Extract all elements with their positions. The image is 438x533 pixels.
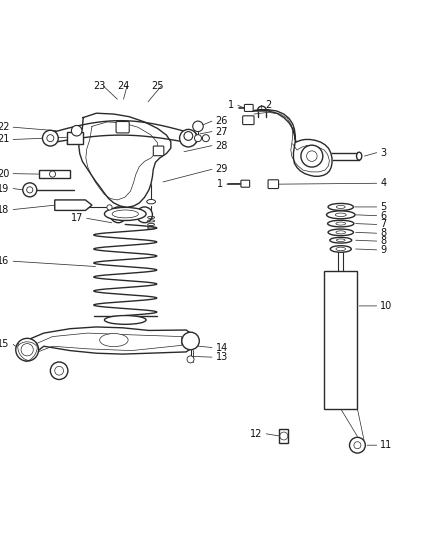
Ellipse shape	[328, 229, 353, 236]
Text: 11: 11	[380, 440, 392, 450]
Text: 1: 1	[217, 179, 223, 189]
Circle shape	[47, 135, 54, 142]
Text: 15: 15	[0, 340, 10, 350]
Text: 29: 29	[215, 164, 228, 174]
Text: 8: 8	[380, 236, 386, 246]
Circle shape	[137, 207, 152, 223]
Circle shape	[180, 130, 197, 147]
Bar	[324, 271, 357, 409]
FancyBboxPatch shape	[153, 146, 164, 156]
Text: 1: 1	[228, 100, 234, 110]
Circle shape	[354, 442, 361, 449]
Text: 8: 8	[380, 228, 386, 238]
Circle shape	[23, 183, 37, 197]
Ellipse shape	[328, 204, 353, 211]
Ellipse shape	[330, 237, 352, 243]
Text: 20: 20	[0, 168, 10, 179]
FancyBboxPatch shape	[241, 180, 250, 187]
Text: 19: 19	[0, 183, 10, 193]
Text: 12: 12	[251, 429, 263, 439]
Text: 3: 3	[380, 148, 386, 158]
Text: 17: 17	[71, 213, 83, 223]
Text: 18: 18	[0, 205, 10, 215]
Ellipse shape	[104, 207, 146, 221]
Circle shape	[49, 171, 56, 177]
Text: 26: 26	[215, 116, 228, 126]
Text: 25: 25	[152, 81, 164, 91]
Circle shape	[182, 332, 199, 350]
Polygon shape	[67, 132, 83, 144]
Ellipse shape	[112, 210, 138, 218]
Text: 16: 16	[0, 256, 10, 266]
Circle shape	[55, 366, 64, 375]
FancyBboxPatch shape	[268, 180, 279, 189]
Polygon shape	[50, 120, 191, 143]
Circle shape	[301, 145, 323, 167]
Ellipse shape	[336, 231, 346, 234]
Text: 21: 21	[0, 134, 10, 144]
Ellipse shape	[328, 220, 354, 227]
FancyBboxPatch shape	[116, 122, 129, 133]
Ellipse shape	[336, 205, 345, 208]
Circle shape	[50, 362, 68, 379]
Circle shape	[280, 432, 288, 440]
Ellipse shape	[147, 199, 155, 204]
Ellipse shape	[336, 247, 346, 251]
Text: 24: 24	[117, 81, 130, 91]
Text: 13: 13	[215, 352, 228, 362]
Text: 14: 14	[215, 343, 228, 352]
Circle shape	[71, 125, 82, 136]
Text: 23: 23	[94, 81, 106, 91]
Circle shape	[194, 135, 201, 142]
Circle shape	[27, 187, 33, 193]
Polygon shape	[55, 200, 92, 211]
Circle shape	[202, 135, 209, 142]
Polygon shape	[251, 110, 332, 176]
Polygon shape	[27, 327, 191, 359]
Text: 4: 4	[380, 178, 386, 188]
FancyBboxPatch shape	[244, 104, 253, 111]
Circle shape	[187, 356, 194, 363]
Ellipse shape	[357, 152, 362, 160]
Circle shape	[184, 131, 198, 145]
Text: 5: 5	[380, 202, 386, 212]
Polygon shape	[39, 170, 70, 178]
Circle shape	[16, 338, 39, 361]
Ellipse shape	[336, 213, 346, 216]
Circle shape	[21, 344, 33, 356]
Polygon shape	[79, 113, 171, 207]
Circle shape	[193, 121, 203, 132]
Text: 28: 28	[215, 141, 228, 151]
Ellipse shape	[100, 334, 128, 346]
Ellipse shape	[336, 222, 346, 225]
Circle shape	[42, 130, 58, 146]
Circle shape	[107, 205, 112, 210]
Circle shape	[184, 132, 193, 140]
Ellipse shape	[326, 211, 355, 219]
Ellipse shape	[104, 316, 146, 324]
Text: 6: 6	[380, 211, 386, 221]
Text: 22: 22	[0, 122, 10, 132]
Text: 10: 10	[380, 301, 392, 311]
Ellipse shape	[330, 246, 351, 252]
FancyBboxPatch shape	[243, 116, 254, 125]
Bar	[279, 430, 288, 442]
Text: 7: 7	[380, 220, 386, 229]
Circle shape	[110, 207, 126, 223]
Text: 2: 2	[265, 100, 271, 110]
Circle shape	[307, 151, 317, 161]
Text: 27: 27	[215, 127, 228, 136]
Circle shape	[350, 437, 365, 453]
Ellipse shape	[336, 239, 345, 241]
Text: 9: 9	[380, 245, 386, 255]
